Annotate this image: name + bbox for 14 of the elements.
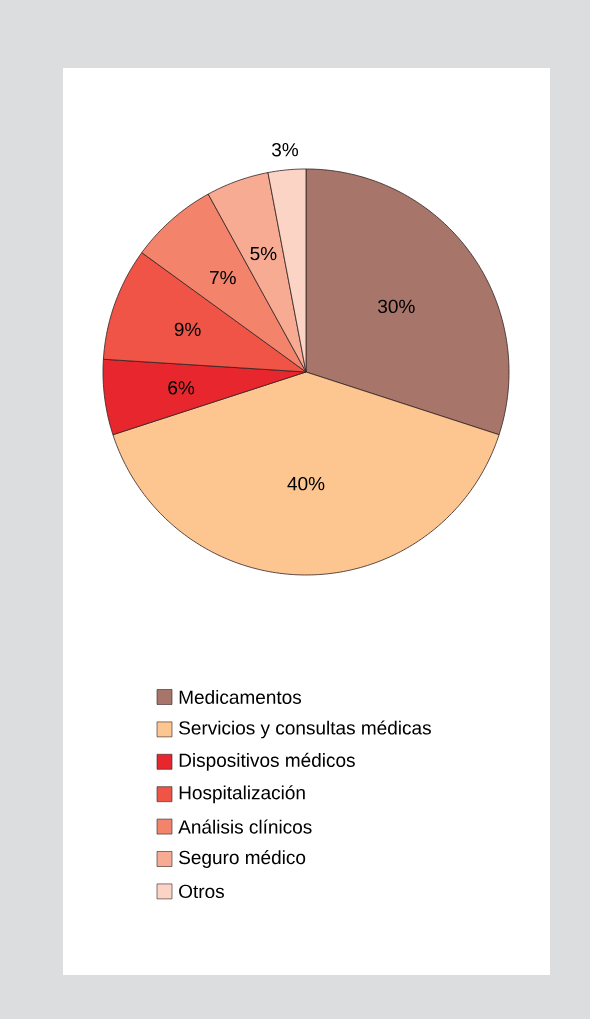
legend-label: Medicamentos [179,690,302,704]
legend-label: Seguro médico [179,850,306,868]
data-label: 6% [168,381,195,395]
data-label: 3% [271,142,299,157]
data-label: 40% [287,476,325,491]
legend-label: Análisis clínicos [178,819,312,834]
data-label: 7% [210,270,236,285]
legend-label: Dispositivos médicos [179,752,355,771]
data-label: 9% [174,322,201,337]
legend-label: Otros [179,884,224,899]
data-label: 30% [378,299,415,314]
legend-label: Servicios y consultas médicas [179,720,431,739]
legend-label: Hospitalización [179,785,305,804]
data-label: 5% [250,246,277,261]
